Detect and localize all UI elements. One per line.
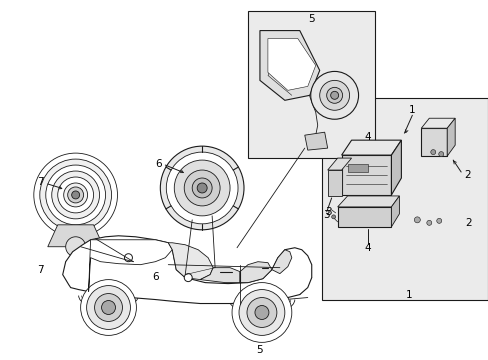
Circle shape xyxy=(40,159,111,231)
Text: 7: 7 xyxy=(38,177,44,187)
Circle shape xyxy=(86,285,130,329)
Circle shape xyxy=(310,71,358,119)
Circle shape xyxy=(46,165,105,225)
Circle shape xyxy=(246,298,276,328)
Polygon shape xyxy=(327,170,341,196)
Text: 1: 1 xyxy=(405,290,411,300)
Polygon shape xyxy=(337,196,399,207)
Text: 6: 6 xyxy=(155,159,162,169)
Text: 7: 7 xyxy=(38,265,44,275)
Polygon shape xyxy=(267,39,315,90)
Circle shape xyxy=(184,274,192,282)
Polygon shape xyxy=(168,243,213,280)
Polygon shape xyxy=(337,207,390,227)
Circle shape xyxy=(319,80,349,110)
Polygon shape xyxy=(48,225,103,247)
Text: 3: 3 xyxy=(325,207,331,217)
Polygon shape xyxy=(88,240,172,292)
Circle shape xyxy=(52,171,100,219)
Polygon shape xyxy=(447,118,454,156)
Bar xyxy=(321,98,487,300)
Circle shape xyxy=(58,177,93,213)
Circle shape xyxy=(430,150,435,154)
Circle shape xyxy=(436,219,441,223)
Circle shape xyxy=(65,237,85,257)
Polygon shape xyxy=(390,140,401,195)
Circle shape xyxy=(438,152,443,157)
Circle shape xyxy=(166,152,238,224)
Circle shape xyxy=(197,183,207,193)
Text: 2: 2 xyxy=(463,170,469,180)
Circle shape xyxy=(254,306,268,319)
Text: 4: 4 xyxy=(363,132,370,142)
Polygon shape xyxy=(200,268,240,283)
Circle shape xyxy=(81,280,136,336)
Polygon shape xyxy=(304,132,327,150)
Circle shape xyxy=(160,146,244,230)
Polygon shape xyxy=(240,262,271,283)
Polygon shape xyxy=(260,31,319,100)
Polygon shape xyxy=(62,236,311,303)
Circle shape xyxy=(413,217,420,223)
Text: 1: 1 xyxy=(408,105,415,115)
Polygon shape xyxy=(271,250,291,274)
Circle shape xyxy=(426,220,431,225)
Polygon shape xyxy=(347,164,367,172)
Text: 4: 4 xyxy=(364,243,370,253)
Circle shape xyxy=(102,301,115,315)
Polygon shape xyxy=(390,196,399,227)
Text: 5: 5 xyxy=(255,345,262,355)
Circle shape xyxy=(67,187,83,203)
Polygon shape xyxy=(341,140,401,155)
Polygon shape xyxy=(421,118,454,128)
Circle shape xyxy=(184,170,220,206)
Circle shape xyxy=(330,91,338,99)
Circle shape xyxy=(63,183,87,207)
Polygon shape xyxy=(421,128,447,156)
Circle shape xyxy=(326,87,342,103)
Text: 5: 5 xyxy=(308,14,314,24)
Text: 3: 3 xyxy=(323,210,329,220)
Circle shape xyxy=(72,191,80,199)
Bar xyxy=(247,11,375,158)
Circle shape xyxy=(192,178,212,198)
Text: 2: 2 xyxy=(464,218,471,228)
Circle shape xyxy=(124,254,132,262)
Polygon shape xyxy=(341,155,390,195)
Circle shape xyxy=(331,215,335,219)
Text: 6: 6 xyxy=(152,272,159,282)
Polygon shape xyxy=(327,158,351,170)
Circle shape xyxy=(34,153,117,237)
Circle shape xyxy=(232,283,291,342)
Circle shape xyxy=(94,293,122,321)
Circle shape xyxy=(174,160,229,216)
Circle shape xyxy=(239,289,285,336)
